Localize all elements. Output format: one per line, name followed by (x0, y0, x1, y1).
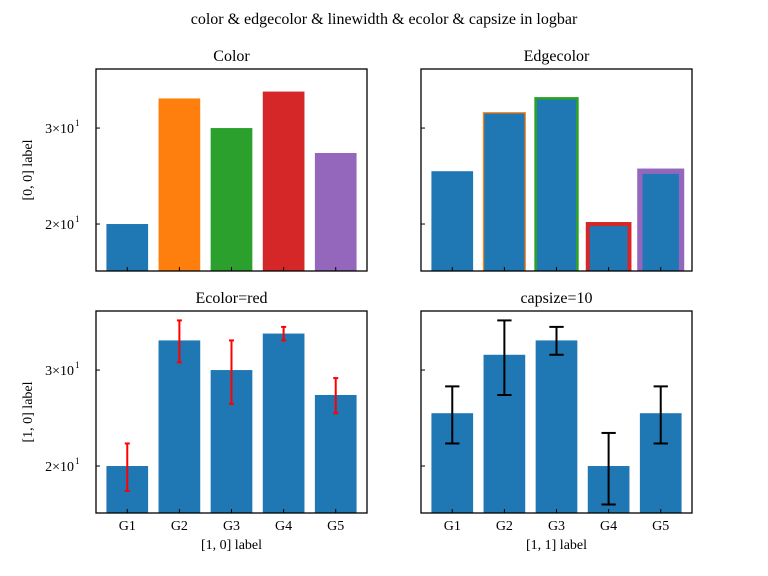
subplot-title: capsize=10 (520, 290, 592, 307)
x-tick-label: G5 (327, 519, 344, 534)
y-tick-label-exponent: 1 (75, 214, 80, 224)
errorbar-G4 (601, 431, 616, 506)
bar-G2 (482, 112, 526, 271)
plot-area (106, 91, 357, 271)
bar-G3 (210, 128, 253, 271)
x-tick-label: G3 (548, 519, 565, 534)
x-axis-label: [1, 1] label (526, 538, 587, 553)
plot-area (106, 319, 357, 513)
subplot-title: Edgecolor (524, 48, 590, 65)
y-tick-label-exponent: 1 (75, 360, 80, 370)
bar-G5 (314, 152, 357, 271)
errorbar-G3 (229, 339, 234, 405)
plot-area (431, 319, 682, 513)
bar-G4 (262, 91, 305, 271)
subplot-title: Color (213, 48, 250, 65)
x-tick-label: G1 (119, 519, 136, 534)
figure-title: color & edgecolor & linewidth & ecolor &… (191, 11, 578, 28)
x-axis-label: [1, 0] label (201, 538, 262, 553)
y-tick-label: 3×10 (45, 364, 74, 379)
x-tick-label: G2 (496, 519, 513, 534)
bar-G3 (535, 340, 578, 513)
bar-G4 (262, 333, 305, 513)
x-tick-label: G4 (600, 519, 617, 534)
plot-area (431, 97, 685, 271)
subplot-1: Edgecolor (420, 48, 693, 272)
x-tick-label: G4 (275, 519, 292, 534)
errorbar-G3 (549, 325, 564, 356)
errorbar-G2 (497, 319, 512, 396)
subplot-3: G1 G2 G3 G4 G5 capsize=10 [1, 1] label (420, 290, 693, 553)
bar-G5 (314, 394, 357, 513)
bar-G5 (637, 168, 685, 271)
y-tick-label: 2×10 (45, 218, 74, 233)
bar-G1 (106, 224, 149, 271)
y-tick-label-exponent: 1 (75, 456, 80, 466)
y-tick-label: 2×10 (45, 460, 74, 475)
y-axis-label: [1, 0] label (21, 381, 36, 442)
bar-G3 (534, 97, 579, 271)
errorbar-G5 (333, 377, 339, 415)
y-axis-label: [0, 0] label (21, 139, 36, 200)
x-tick-label: G3 (223, 519, 240, 534)
bar-G1 (431, 171, 474, 271)
errorbar-G4 (281, 325, 287, 342)
bar-G2 (158, 340, 201, 513)
errorbar-G1 (445, 385, 460, 445)
x-tick-label: G1 (444, 519, 461, 534)
y-tick-label-exponent: 1 (75, 118, 80, 128)
errorbar-G2 (176, 319, 182, 364)
errorbar-G1 (124, 442, 130, 492)
bar-G4 (585, 222, 632, 271)
subplot-title: Ecolor=red (195, 290, 267, 307)
x-tick-label: G5 (652, 519, 669, 534)
errorbar-G5 (653, 385, 668, 445)
y-tick-label: 3×10 (45, 122, 74, 137)
bar-G2 (158, 98, 201, 271)
x-tick-label: G2 (171, 519, 188, 534)
